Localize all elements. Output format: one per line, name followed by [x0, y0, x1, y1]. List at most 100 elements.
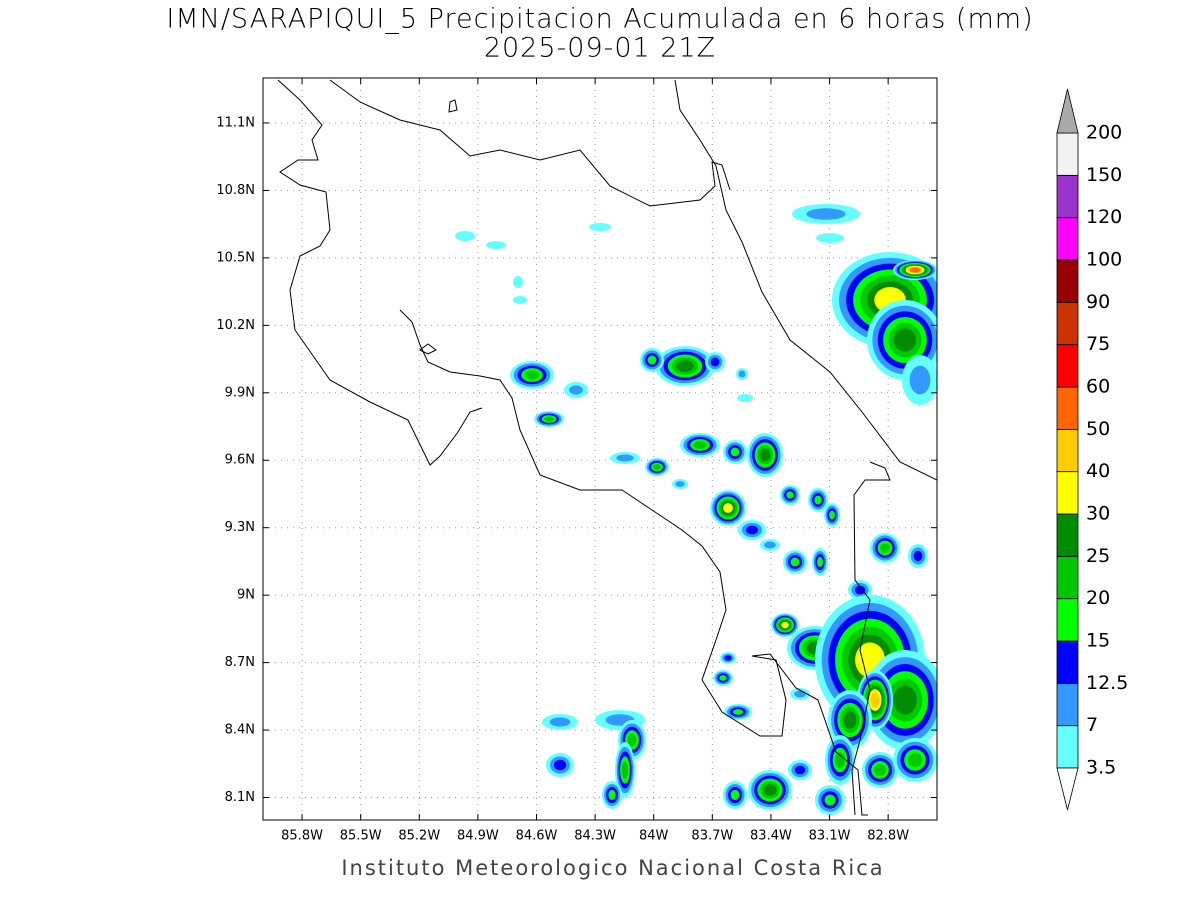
x-tick-label: 84.6W — [516, 829, 558, 844]
rain-area — [817, 556, 823, 568]
colorbar-segment — [1056, 174, 1079, 219]
rain-area — [759, 448, 771, 462]
colorbar-segment — [1056, 132, 1079, 176]
colorbar-over — [1056, 88, 1079, 134]
y-tick-label: 8.4N — [225, 723, 255, 738]
caribbean-coast — [674, 79, 937, 481]
x-tick-label: 84.9W — [457, 829, 499, 844]
map-frame — [262, 77, 938, 821]
rain-area — [647, 355, 657, 365]
rain-area — [732, 709, 744, 715]
rain-area — [486, 241, 506, 249]
rain-area — [730, 789, 740, 801]
rain-area — [814, 495, 822, 505]
y-tick-label: 9.3N — [225, 520, 255, 535]
rain-area — [870, 692, 880, 708]
rain-area — [745, 525, 759, 535]
rain-area — [794, 765, 806, 775]
colorbar-label: 3.5 — [1086, 757, 1116, 779]
rain-area — [824, 794, 836, 806]
precipitation — [455, 204, 937, 815]
rain-area — [854, 585, 866, 595]
rain-area — [621, 761, 629, 779]
x-tick-label: 82.8W — [867, 829, 909, 844]
rain-area — [544, 416, 554, 422]
colorbar-segment — [1056, 513, 1079, 557]
rain-area — [738, 370, 746, 378]
rain-area — [880, 543, 890, 553]
island — [419, 343, 437, 355]
rain-area — [723, 503, 733, 513]
rain-area — [513, 296, 527, 304]
colorbar-label: 7 — [1086, 714, 1098, 736]
colorbar-segment — [1056, 217, 1079, 261]
rain-area — [907, 752, 923, 768]
y-tick-label: 9.9N — [225, 385, 255, 400]
colorbar-segment — [1056, 259, 1079, 303]
northern-border — [329, 79, 731, 207]
rain-area — [553, 759, 567, 771]
rain-area — [455, 231, 475, 241]
y-tick-label: 10.8N — [216, 183, 255, 198]
rain-area — [524, 370, 540, 380]
x-tick-label: 85.8W — [281, 829, 323, 844]
rain-area — [794, 690, 806, 698]
x-tick-label: 83.7W — [691, 829, 733, 844]
colorbar-label: 200 — [1086, 122, 1122, 144]
y-tick-label: 9N — [237, 588, 255, 603]
lake-island — [448, 99, 458, 113]
colorbar-label: 12.5 — [1086, 672, 1128, 694]
rain-area — [893, 328, 917, 352]
colorbar-segment — [1056, 301, 1079, 346]
subtitle: 2025-09-01 21Z — [484, 33, 716, 64]
footer: Instituto Meteorologico Nacional Costa R… — [341, 856, 884, 880]
colorbar-label: 40 — [1086, 460, 1110, 482]
rain-area — [737, 394, 753, 402]
nicoya-gulf — [399, 309, 868, 816]
colorbar-label: 25 — [1086, 545, 1110, 567]
colorbar-label: 100 — [1086, 249, 1122, 271]
rain-area — [909, 365, 931, 395]
axes: 85.8W 85.5W 85.2W 84.9W 84.6W 84.3W 84W 83.7W 83… — [216, 78, 937, 844]
rain-area — [724, 655, 732, 661]
rain-area — [569, 385, 583, 395]
x-tick-label: 85.5W — [340, 829, 382, 844]
y-tick-label: 8.7N — [225, 655, 255, 670]
colorbar-label: 90 — [1086, 291, 1110, 313]
rain-area — [627, 733, 637, 747]
panama-border — [851, 461, 891, 816]
x-tick-label: 84.3W — [574, 829, 616, 844]
rain-area — [513, 276, 523, 288]
rain-area — [608, 789, 616, 801]
rain-area — [764, 541, 776, 549]
rain-area — [675, 481, 685, 487]
colorbar-label: 50 — [1086, 418, 1110, 440]
rain-area — [843, 711, 857, 729]
rain-area — [719, 675, 727, 681]
colorbar-label: 15 — [1086, 630, 1110, 652]
x-tick-label: 85.2W — [398, 829, 440, 844]
rain-area — [790, 557, 800, 567]
rain-area — [653, 464, 661, 470]
rain-area — [589, 223, 611, 231]
rain-area — [616, 454, 634, 462]
colorbar-label: 75 — [1086, 333, 1110, 355]
colorbar: 3.5 7 12.5 15 20 25 30 40 50 60 75 90 100 120 150 200 — [1056, 88, 1128, 811]
colorbar-segment — [1056, 344, 1079, 388]
rain-area — [829, 510, 835, 520]
x-tick-label: 83.1W — [809, 829, 851, 844]
pacific-coast — [277, 79, 483, 466]
colorbar-segment — [1056, 640, 1079, 684]
colorbar-segment — [1056, 471, 1079, 515]
y-tick-label: 9.6N — [225, 453, 255, 468]
rain-area — [693, 441, 707, 449]
rain-area — [835, 752, 845, 768]
colorbar-label: 20 — [1086, 587, 1110, 609]
rain-area — [806, 208, 846, 220]
colorbar-label: 150 — [1086, 164, 1122, 186]
y-tick-label: 10.2N — [216, 318, 255, 333]
rain-area — [893, 685, 917, 715]
colorbar-segment — [1056, 725, 1079, 769]
rain-area — [763, 784, 777, 796]
